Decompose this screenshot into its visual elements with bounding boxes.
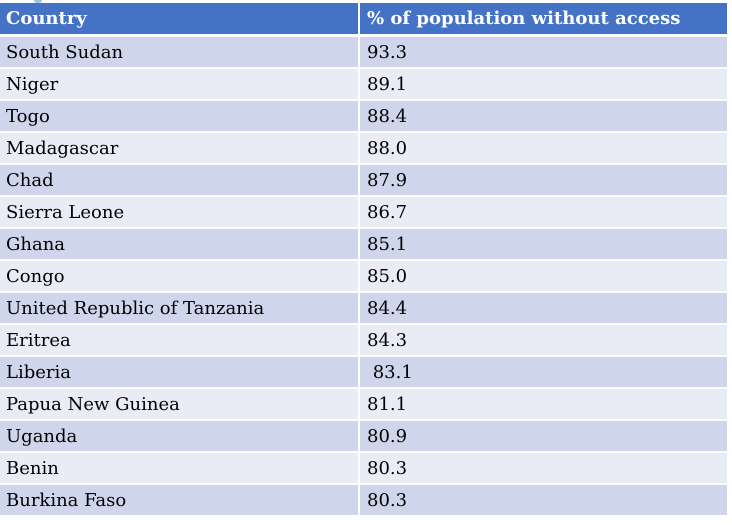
- table-row: Chad 87.9: [0, 164, 727, 197]
- percent-cell: 89.1: [359, 68, 727, 101]
- percent-cell: 84.3: [359, 324, 727, 357]
- decorative-accent: [34, 0, 42, 3]
- percent-cell: 80.3: [359, 452, 727, 485]
- table-row: Benin 80.3: [0, 452, 727, 485]
- table-row: Papua New Guinea 81.1: [0, 388, 727, 421]
- percent-cell: 85.1: [359, 228, 727, 261]
- percent-cell: 80.3: [359, 484, 727, 517]
- country-cell: South Sudan: [0, 35, 360, 69]
- country-cell: Chad: [0, 164, 360, 197]
- data-table-container: Country % of population without access S…: [0, 3, 727, 517]
- percent-cell: 80.9: [359, 420, 727, 453]
- table-row: Uganda 80.9: [0, 420, 727, 453]
- country-cell: Congo: [0, 260, 360, 293]
- table-row: Burkina Faso 80.3: [0, 484, 727, 517]
- percent-cell: 83.1: [359, 356, 727, 389]
- table-row: South Sudan 93.3: [0, 35, 727, 69]
- percent-cell: 88.0: [359, 132, 727, 165]
- percent-cell: 84.4: [359, 292, 727, 325]
- country-cell: Liberia: [0, 356, 360, 389]
- country-cell: Benin: [0, 452, 360, 485]
- country-cell: Madagascar: [0, 132, 360, 165]
- country-cell: Sierra Leone: [0, 196, 360, 229]
- percent-cell: 86.7: [359, 196, 727, 229]
- table-row: Liberia 83.1: [0, 356, 727, 389]
- country-cell: Burkina Faso: [0, 484, 360, 517]
- table-row: Congo 85.0: [0, 260, 727, 293]
- table-row: Madagascar 88.0: [0, 132, 727, 165]
- table-row: Niger 89.1: [0, 68, 727, 101]
- country-cell: Eritrea: [0, 324, 360, 357]
- header-country: Country: [0, 3, 360, 37]
- percent-cell: 93.3: [359, 35, 727, 69]
- percent-cell: 85.0: [359, 260, 727, 293]
- country-cell: Ghana: [0, 228, 360, 261]
- table-row: United Republic of Tanzania 84.4: [0, 292, 727, 325]
- table-row: Eritrea 84.3: [0, 324, 727, 357]
- country-cell: Papua New Guinea: [0, 388, 360, 421]
- country-cell: Niger: [0, 68, 360, 101]
- country-cell: United Republic of Tanzania: [0, 292, 360, 325]
- table-row: Sierra Leone 86.7: [0, 196, 727, 229]
- table-body: South Sudan 93.3 Niger 89.1 Togo 88.4 Madagasc…: [0, 35, 727, 517]
- percent-cell: 88.4: [359, 100, 727, 133]
- table-row: Togo 88.4: [0, 100, 727, 133]
- country-cell: Togo: [0, 100, 360, 133]
- country-cell: Uganda: [0, 420, 360, 453]
- percent-cell: 81.1: [359, 388, 727, 421]
- data-table: Country % of population without access S…: [0, 3, 727, 517]
- table-row: Ghana 85.1: [0, 228, 727, 261]
- percent-cell: 87.9: [359, 164, 727, 197]
- header-percent-without-access: % of population without access: [359, 3, 727, 37]
- table-header-row: Country % of population without access: [0, 3, 727, 37]
